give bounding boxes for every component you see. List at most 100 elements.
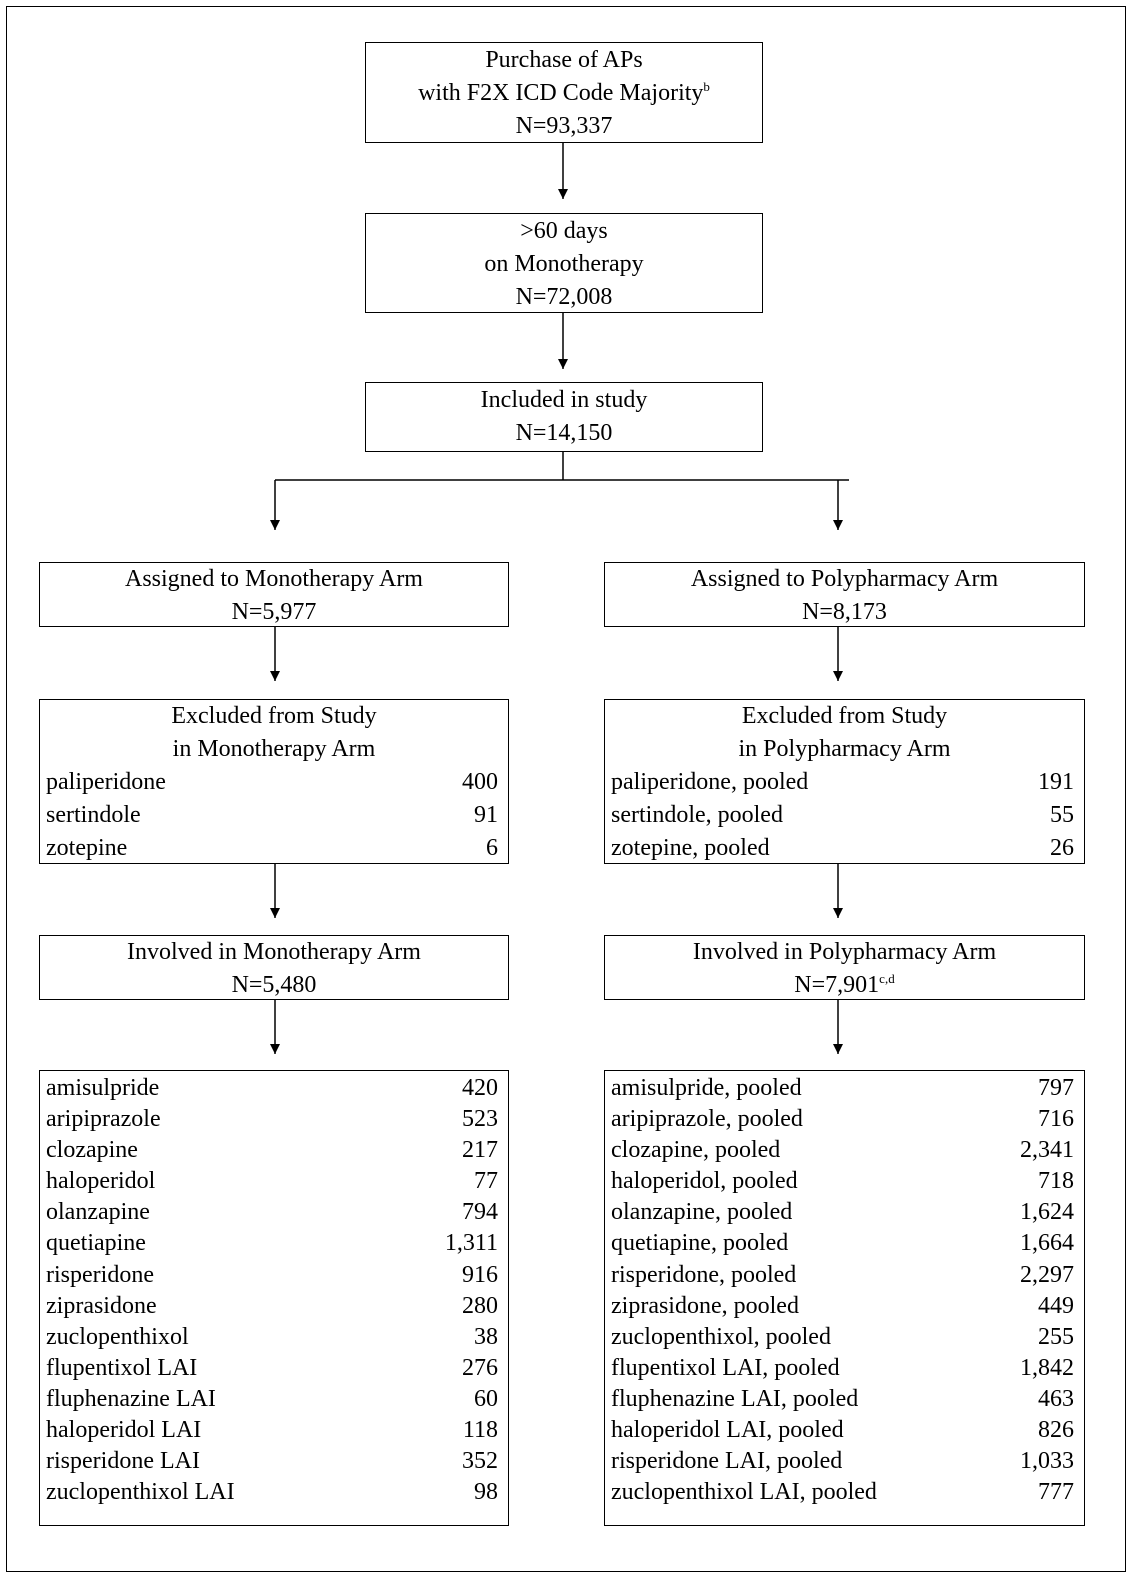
drug-count: 718 (1038, 1168, 1074, 1195)
frame (6, 6, 1126, 1572)
text-line: >60 days (366, 215, 762, 248)
drug-row: flupentixol LAI 276 (40, 1353, 508, 1384)
text-line: Involved in Polypharmacy Arm (605, 936, 1084, 969)
excluded-row: sertindole, pooled 55 (605, 799, 1084, 832)
text-line: with F2X ICD Code Majorityb (366, 77, 762, 110)
drug-name: amisulpride (46, 1075, 160, 1101)
text: N=14,150 (515, 420, 613, 446)
drug-name: haloperidol, pooled (611, 1168, 798, 1195)
drug-count: 420 (462, 1075, 498, 1101)
drug-row: haloperidol, pooled 718 (605, 1166, 1084, 1197)
text-line: Purchase of APs (366, 44, 762, 77)
drug-row: fluphenazine LAI, pooled 463 (605, 1384, 1084, 1415)
drug-list-box: amisulpride, pooled 797 aripiprazole, pool… (604, 1070, 1085, 1526)
text-line: N=7,901c,d (605, 969, 1084, 1002)
excluded-box: Excluded from Study in Polypharmacy Arm pa… (604, 699, 1085, 864)
drug-row: aripiprazole, pooled 716 (605, 1104, 1084, 1135)
excluded-row: paliperidone, pooled 191 (605, 766, 1084, 799)
excluded-row: zotepine, pooled 26 (605, 832, 1084, 865)
drug-count: 1,664 (1020, 1230, 1074, 1257)
drug-row: risperidone 916 (40, 1260, 508, 1291)
text: N=8,173 (802, 599, 887, 625)
drug-row: amisulpride 420 (40, 1073, 508, 1104)
text-line: N=5,977 (40, 596, 508, 629)
drug-count: 191 (1038, 769, 1074, 795)
assigned-box: Assigned to Polypharmacy Arm N=8,173 (604, 562, 1085, 627)
assigned-box: Assigned to Monotherapy Arm N=5,977 (39, 562, 509, 627)
drug-row: fluphenazine LAI 60 (40, 1384, 508, 1415)
text: Excluded from Study (171, 703, 377, 729)
drug-row: haloperidol 77 (40, 1166, 508, 1197)
drug-count: 716 (1038, 1106, 1074, 1133)
drug-name: risperidone LAI (46, 1448, 200, 1475)
involved-box: Involved in Polypharmacy Arm N=7,901c,d (604, 935, 1085, 1000)
drug-row: quetiapine 1,311 (40, 1228, 508, 1259)
excluded-row: paliperidone 400 (40, 766, 508, 799)
text: Assigned to Polypharmacy Arm (690, 566, 999, 592)
drug-name: olanzapine (46, 1199, 150, 1226)
drug-name: zotepine, pooled (611, 835, 770, 861)
text-line: N=14,150 (366, 417, 762, 450)
drug-count: 352 (462, 1448, 498, 1475)
excluded-row: sertindole 91 (40, 799, 508, 832)
drug-count: 463 (1038, 1385, 1074, 1412)
drug-count: 77 (474, 1168, 498, 1195)
drug-row: risperidone LAI, pooled 1,033 (605, 1446, 1084, 1477)
text: Assigned to Monotherapy Arm (125, 566, 423, 592)
drug-name: ziprasidone (46, 1292, 157, 1319)
drug-name: fluphenazine LAI (46, 1385, 216, 1412)
drug-name: paliperidone, pooled (611, 769, 809, 795)
text-line: N=8,173 (605, 596, 1084, 629)
drug-name: clozapine, pooled (611, 1137, 781, 1164)
drug-name: clozapine (46, 1137, 138, 1164)
drug-count: 523 (462, 1106, 498, 1133)
text-line: N=93,337 (366, 110, 762, 143)
drug-name: olanzapine, pooled (611, 1199, 793, 1226)
drug-name: quetiapine (46, 1230, 146, 1257)
drug-count: 1,311 (444, 1230, 498, 1257)
drug-row: ziprasidone 280 (40, 1291, 508, 1322)
drug-count: 91 (474, 802, 498, 828)
drug-row: quetiapine, pooled 1,664 (605, 1228, 1084, 1259)
text: Included in study (480, 387, 648, 413)
text: Excluded from Study (741, 703, 948, 729)
drug-count: 2,297 (1020, 1261, 1074, 1288)
drug-list-box: amisulpride 420 aripiprazole 523 clozapine 21… (39, 1070, 509, 1526)
text: N=7,901 (794, 972, 880, 998)
text: with F2X ICD Code Majority (418, 80, 704, 106)
text: N=5,480 (231, 972, 317, 998)
text: N=93,337 (515, 113, 613, 139)
drug-name: haloperidol LAI (46, 1417, 202, 1444)
drug-row: haloperidol LAI 118 (40, 1415, 508, 1446)
text-line: Assigned to Polypharmacy Arm (605, 563, 1084, 596)
drug-name: aripiprazole (46, 1106, 161, 1133)
text-line: Excluded from Study (40, 700, 508, 733)
drug-row: clozapine, pooled 2,341 (605, 1135, 1084, 1166)
drug-row: zuclopenthixol LAI 98 (40, 1477, 508, 1508)
drug-count: 38 (474, 1323, 498, 1350)
drug-count: 797 (1038, 1075, 1074, 1101)
text-line: N=5,480 (40, 969, 508, 1002)
drug-name: quetiapine, pooled (611, 1230, 789, 1257)
text: in Polypharmacy Arm (738, 736, 951, 762)
drug-name: ziprasidone, pooled (611, 1292, 799, 1319)
drug-name: haloperidol LAI, pooled (611, 1417, 844, 1444)
drug-row: haloperidol LAI, pooled 826 (605, 1415, 1084, 1446)
text: in Monotherapy Arm (172, 736, 376, 762)
drug-count: 1,624 (1020, 1199, 1074, 1226)
drug-name: haloperidol (46, 1168, 156, 1195)
drug-count: 60 (474, 1385, 498, 1412)
drug-name: risperidone LAI, pooled (611, 1448, 843, 1475)
drug-count: 794 (462, 1199, 498, 1226)
drug-name: risperidone, pooled (611, 1261, 797, 1288)
excluded-row: zotepine 6 (40, 832, 508, 865)
involved-box: Involved in Monotherapy Arm N=5,480 (39, 935, 509, 1000)
drug-count: 916 (462, 1261, 498, 1288)
drug-row: zuclopenthixol LAI, pooled 777 (605, 1477, 1084, 1508)
drug-name: zuclopenthixol LAI (46, 1479, 235, 1506)
drug-row: zuclopenthixol, pooled 255 (605, 1322, 1084, 1353)
drug-row: olanzapine, pooled 1,624 (605, 1197, 1084, 1228)
text-line: Involved in Monotherapy Arm (40, 936, 508, 969)
